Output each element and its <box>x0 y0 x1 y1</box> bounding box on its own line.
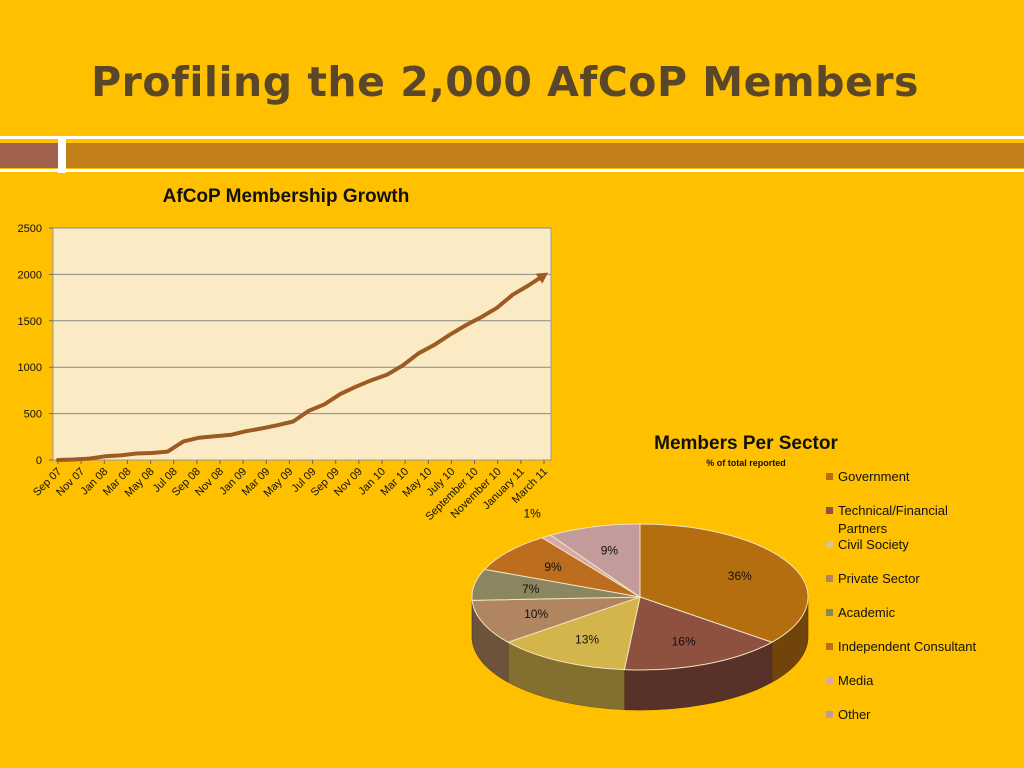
divider-accent-block <box>0 143 58 168</box>
legend-swatch <box>826 677 833 684</box>
y-tick-label: 2500 <box>18 223 42 235</box>
legend-label: Partners <box>838 521 888 536</box>
legend-swatch <box>826 473 833 480</box>
pie-data-label: 7% <box>522 582 540 596</box>
pie-data-label: 13% <box>575 632 599 646</box>
y-tick-label: 0 <box>36 455 42 467</box>
legend-label: Government <box>838 469 910 484</box>
legend-label: Media <box>838 673 874 688</box>
legend-label: Academic <box>838 605 896 620</box>
membership-growth-chart: AfCoP Membership Growth 0 500 1000 1500 2000… <box>18 186 552 523</box>
pie-data-label: 10% <box>524 607 548 621</box>
divider-accent-bar <box>66 143 1024 168</box>
pie-data-label: 16% <box>672 634 696 648</box>
arrowhead <box>535 272 549 284</box>
plot-area <box>52 227 552 461</box>
pie-slice-technical-financial-partners[interactable] <box>623 596 774 671</box>
pie-data-label: 1% <box>523 506 541 520</box>
members-per-sector-chart: Members Per Sector % of total reported 3… <box>471 433 976 722</box>
series-line <box>56 273 546 462</box>
slide-title: Profiling the 2,000 AfCoP Members <box>91 58 919 106</box>
y-tick-label: 2000 <box>18 269 42 281</box>
pie-slice-independent-consultant[interactable] <box>483 537 641 598</box>
legend-label: Other <box>838 707 871 722</box>
legend-swatch <box>826 711 833 718</box>
pie-slice-government[interactable] <box>639 523 809 643</box>
line-chart-title: AfCoP Membership Growth <box>163 186 410 207</box>
legend-swatch <box>826 575 833 582</box>
pie-chart-title: Members Per Sector <box>654 433 838 454</box>
pie-data-label: 9% <box>601 544 619 558</box>
legend-label: Private Sector <box>838 571 920 586</box>
pie-data-label: 9% <box>544 560 562 574</box>
legend-swatch <box>826 609 833 616</box>
pie-data-label: 36% <box>728 569 752 583</box>
y-tick-label: 1500 <box>18 316 42 328</box>
title-divider-bottom <box>0 169 1024 172</box>
legend-label: Civil Society <box>838 537 909 552</box>
divider-gap <box>58 139 66 173</box>
pie-slice-private-sector[interactable] <box>471 596 641 643</box>
legend-label: Technical/Financial <box>838 503 948 518</box>
legend-swatch <box>826 643 833 650</box>
legend-label: Independent Consultant <box>838 639 976 654</box>
y-tick-label: 500 <box>24 409 42 421</box>
pie-chart-subtitle: % of total reported <box>706 458 786 468</box>
y-tick-label: 1000 <box>18 362 42 374</box>
title-divider-top <box>0 136 1024 139</box>
legend-swatch <box>826 507 833 514</box>
pie-slice-civil-society[interactable] <box>506 596 641 671</box>
pie-slice-other[interactable] <box>549 523 641 598</box>
legend-swatch <box>826 541 833 548</box>
